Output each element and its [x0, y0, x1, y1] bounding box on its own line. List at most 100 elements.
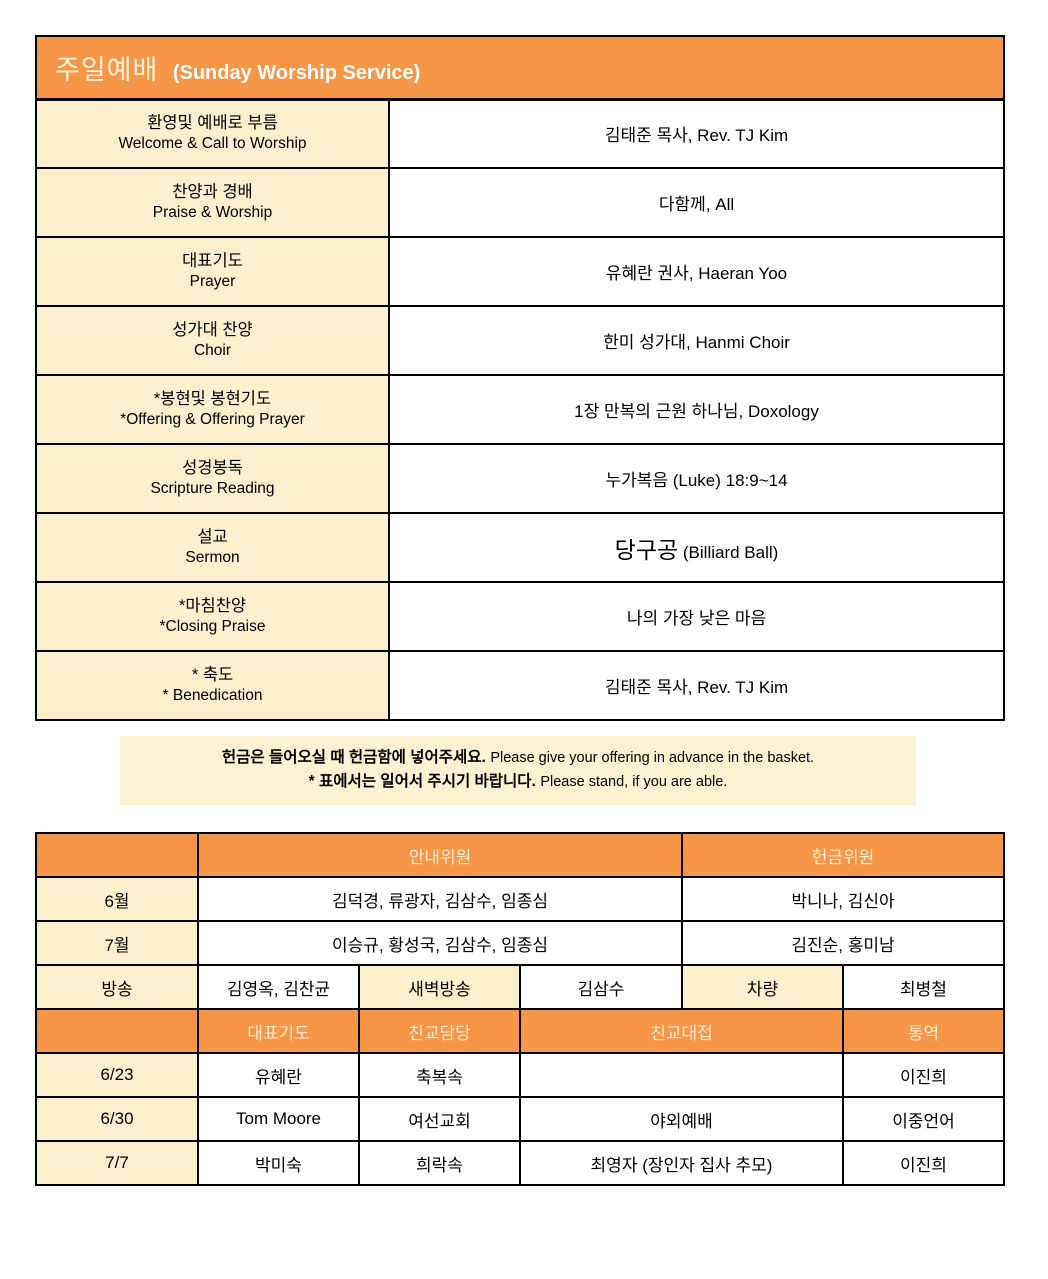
prayer-name: 박미숙: [197, 1140, 360, 1186]
fellowship-group: 희락속: [358, 1140, 521, 1186]
item-label: * 축도 * Benedication: [35, 650, 390, 721]
item-label: 환영및 예배로 부름 Welcome & Call to Worship: [35, 98, 390, 169]
item-value: 김태준 목사, Rev. TJ Kim: [388, 98, 1005, 169]
ushers-names: 김덕경, 류광자, 김삼수, 임종심: [197, 876, 683, 922]
month-label: 6월: [35, 876, 199, 922]
worship-row-closing-praise: *마침찬양 *Closing Praise 나의 가장 낮은 마음: [35, 581, 1005, 652]
header-interpretation: 통역: [842, 1008, 1005, 1054]
fellowship-group: 여선교회: [358, 1096, 521, 1142]
prayer-name: Tom Moore: [197, 1096, 360, 1142]
item-label-korean: 설교: [197, 527, 228, 546]
worship-row-welcome: 환영및 예배로 부름 Welcome & Call to Worship 김태준…: [35, 98, 1005, 169]
item-label-english: Prayer: [189, 273, 236, 291]
header-offering-committee: 헌금위원: [681, 832, 1005, 878]
offering-notice: 헌금은 들어오실 때 헌금함에 넣어주세요. Please give your …: [120, 736, 916, 805]
item-label-english: Welcome & Call to Worship: [118, 135, 307, 153]
worship-row-choir: 성가대 찬양 Choir 한미 성가대, Hanmi Choir: [35, 305, 1005, 376]
ushers-names: 이승규, 황성국, 김삼수, 임종심: [197, 920, 683, 966]
item-label: 대표기도 Prayer: [35, 236, 390, 307]
dawn-broadcast-name: 김삼수: [519, 964, 683, 1010]
notice-english: Please stand, if you are able.: [540, 774, 728, 790]
vehicle-label: 차량: [681, 964, 844, 1010]
worship-title-english: (Sunday Worship Service): [172, 61, 421, 84]
notice-line-stand: * 표에서는 일어서 주시기 바랍니다. Please stand, if yo…: [120, 770, 916, 794]
worship-service-table: 주일예배 (Sunday Worship Service) 환영및 예배로 부름…: [35, 35, 1005, 721]
item-label-korean: *마침찬양: [178, 596, 247, 615]
item-label-english: *Closing Praise: [159, 618, 266, 636]
duty-roster-table: 안내위원 헌금위원 6월 김덕경, 류광자, 김삼수, 임종심 박니나, 김신아…: [35, 832, 1005, 1186]
dawn-broadcast-label: 새벽방송: [358, 964, 521, 1010]
sermon-title-english: (Billiard Ball): [682, 542, 779, 562]
fellowship-group: 축복속: [358, 1052, 521, 1098]
date-label: 6/30: [35, 1096, 199, 1142]
item-label-english: Choir: [193, 342, 232, 360]
month-label: 7월: [35, 920, 199, 966]
broadcast-names: 김영옥, 김찬균: [197, 964, 360, 1010]
worship-table-header: 주일예배 (Sunday Worship Service): [35, 35, 1005, 101]
header-fellowship-treat: 친교대접: [519, 1008, 844, 1054]
notice-line-offering: 헌금은 들어오실 때 헌금함에 넣어주세요. Please give your …: [120, 746, 916, 770]
duty-row-june: 6월 김덕경, 류광자, 김삼수, 임종심 박니나, 김신아: [35, 876, 1005, 922]
item-label-english: Praise & Worship: [152, 204, 273, 222]
duty-row-date: 7/7 박미숙 희락속 최영자 (장인자 집사 추모) 이진희: [35, 1140, 1005, 1186]
notice-korean: 헌금은 들어오실 때 헌금함에 넣어주세요.: [221, 749, 486, 766]
worship-row-praise: 찬양과 경배 Praise & Worship 다함께, All: [35, 167, 1005, 238]
item-label-english: Scripture Reading: [150, 480, 275, 498]
item-label-korean: 성경봉독: [182, 458, 243, 477]
duty-header-row-1: 안내위원 헌금위원: [35, 832, 1005, 878]
item-value: 김태준 목사, Rev. TJ Kim: [388, 650, 1005, 721]
item-value: 유혜란 권사, Haeran Yoo: [388, 236, 1005, 307]
treat-group: 최영자 (장인자 집사 추모): [519, 1140, 844, 1186]
item-value: 한미 성가대, Hanmi Choir: [388, 305, 1005, 376]
item-label-korean: 환영및 예배로 부름: [147, 114, 278, 133]
treat-group: 야외예배: [519, 1096, 844, 1142]
worship-row-scripture: 성경봉독 Scripture Reading 누가복음 (Luke) 18:9~…: [35, 443, 1005, 514]
date-label: 6/23: [35, 1052, 199, 1098]
worship-row-benediction: * 축도 * Benedication 김태준 목사, Rev. TJ Kim: [35, 650, 1005, 721]
offering-names: 박니나, 김신아: [681, 876, 1005, 922]
item-label: 성경봉독 Scripture Reading: [35, 443, 390, 514]
header-fellowship: 친교담당: [358, 1008, 521, 1054]
date-label: 7/7: [35, 1140, 199, 1186]
prayer-name: 유혜란: [197, 1052, 360, 1098]
worship-row-prayer: 대표기도 Prayer 유혜란 권사, Haeran Yoo: [35, 236, 1005, 307]
header-ushers: 안내위원: [197, 832, 683, 878]
worship-title-korean: 주일예배: [55, 54, 159, 85]
interpreter-name: 이중언어: [842, 1096, 1005, 1142]
interpreter-name: 이진희: [842, 1140, 1005, 1186]
item-label-korean: *봉현및 봉현기도: [153, 389, 272, 408]
vehicle-name: 최병철: [842, 964, 1005, 1010]
item-label: 찬양과 경배 Praise & Worship: [35, 167, 390, 238]
item-label-english: * Benedication: [162, 687, 263, 705]
item-label: *마침찬양 *Closing Praise: [35, 581, 390, 652]
header-blank-cell: [35, 832, 199, 878]
treat-group: [519, 1052, 844, 1098]
item-label: 설교 Sermon: [35, 512, 390, 583]
item-value: 나의 가장 낮은 마음: [388, 581, 1005, 652]
item-label-english: Sermon: [185, 549, 240, 567]
item-label-korean: 대표기도: [182, 251, 243, 270]
offering-names: 김진순, 홍미남: [681, 920, 1005, 966]
interpreter-name: 이진희: [842, 1052, 1005, 1098]
notice-korean: * 표에서는 일어서 주시기 바랍니다.: [308, 773, 536, 790]
item-label: 성가대 찬양 Choir: [35, 305, 390, 376]
duty-row-date: 6/30 Tom Moore 여선교회 야외예배 이중언어: [35, 1096, 1005, 1142]
duty-row-broadcast: 방송 김영옥, 김찬균 새벽방송 김삼수 차량 최병철: [35, 964, 1005, 1010]
item-value: 다함께, All: [388, 167, 1005, 238]
worship-row-offering: *봉현및 봉현기도 *Offering & Offering Prayer 1장…: [35, 374, 1005, 445]
item-value: 1장 만복의 근원 하나님, Doxology: [388, 374, 1005, 445]
item-label-english: *Offering & Offering Prayer: [120, 411, 305, 429]
duty-row-july: 7월 이승규, 황성국, 김삼수, 임종심 김진순, 홍미남: [35, 920, 1005, 966]
sermon-title-korean: 당구공: [614, 536, 679, 563]
item-label-korean: 성가대 찬양: [172, 320, 253, 339]
duty-row-date: 6/23 유혜란 축복속 이진희: [35, 1052, 1005, 1098]
header-blank-cell: [35, 1008, 199, 1054]
item-label-korean: 찬양과 경배: [172, 182, 253, 201]
item-value: 누가복음 (Luke) 18:9~14: [388, 443, 1005, 514]
header-prayer: 대표기도: [197, 1008, 360, 1054]
worship-row-sermon: 설교 Sermon 당구공 (Billiard Ball): [35, 512, 1005, 583]
item-label-korean: * 축도: [191, 665, 234, 684]
item-value: 당구공 (Billiard Ball): [388, 512, 1005, 583]
item-label: *봉현및 봉현기도 *Offering & Offering Prayer: [35, 374, 390, 445]
notice-english: Please give your offering in advance in …: [490, 750, 815, 766]
